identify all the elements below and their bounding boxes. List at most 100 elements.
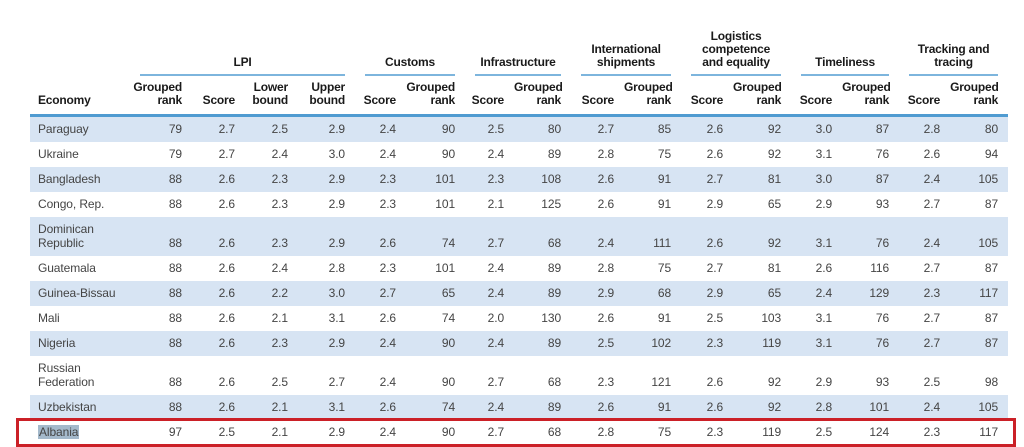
- value-cell: 2.8: [597, 147, 615, 161]
- value-cell: 2.4: [379, 336, 397, 350]
- economy-cell: Mali: [30, 306, 130, 331]
- value-cell: 2.4: [271, 147, 288, 161]
- value-cell: 79: [168, 147, 182, 161]
- value-cell: 92: [767, 375, 782, 389]
- value-cell: 130: [541, 311, 562, 325]
- value-cell: 93: [875, 197, 890, 211]
- value-cell: 101: [435, 197, 456, 211]
- value-cell: 3.1: [328, 400, 346, 414]
- value-cell: 105: [978, 172, 999, 186]
- value-cell: 2.7: [706, 261, 724, 275]
- value-cell: 2.6: [597, 311, 615, 325]
- value-cell: 2.6: [706, 236, 724, 250]
- value-cell: 2.4: [379, 375, 397, 389]
- value-cell: 2.8: [597, 425, 615, 439]
- value-cell: 2.5: [706, 311, 724, 325]
- value-cell: 108: [541, 172, 562, 186]
- economy-name: Nigeria: [38, 336, 76, 350]
- economy-cell: Dominican Republic: [30, 217, 130, 256]
- value-cell: 2.7: [597, 122, 615, 136]
- value-cell: 2.7: [487, 425, 505, 439]
- value-cell: 88: [168, 286, 182, 300]
- value-cell: 2.4: [815, 286, 833, 300]
- economy-column-header: Economy: [30, 76, 130, 117]
- value-cell: 2.0: [487, 311, 505, 325]
- value-cell: 121: [651, 375, 672, 389]
- economy-name[interactable]: Albania: [38, 425, 80, 439]
- value-cell: 2.9: [328, 236, 346, 250]
- value-cell: 2.5: [815, 425, 833, 439]
- value-cell: 105: [978, 400, 999, 414]
- economy-cell: Guinea-Bissau: [30, 281, 130, 306]
- economy-cell: Guatemala: [30, 256, 130, 281]
- value-cell: 103: [761, 311, 782, 325]
- economy-name: Guatemala: [38, 261, 96, 275]
- table-row: Bangladesh 88 2.6 2.3 2.9 2.3 101 2.3 108 2.6 91 2.…: [30, 167, 1009, 192]
- value-cell: 65: [767, 286, 782, 300]
- value-cell: 87: [875, 172, 890, 186]
- economy-group-spacer: [30, 30, 130, 76]
- value-cell: 2.6: [218, 261, 235, 275]
- value-cell: 2.6: [706, 147, 724, 161]
- column-header: Score: [355, 76, 407, 117]
- value-cell: 87: [984, 311, 999, 325]
- value-cell: 3.1: [815, 311, 833, 325]
- value-cell: 74: [441, 236, 456, 250]
- value-cell: 2.4: [379, 122, 397, 136]
- value-cell: 2.3: [271, 236, 288, 250]
- table-row: Paraguay 79 2.7 2.5 2.9 2.4 90 2.5 80 2.7 85 2.6 92 3…: [30, 115, 1009, 143]
- value-cell: 2.3: [923, 425, 941, 439]
- value-cell: 2.7: [923, 336, 941, 350]
- economy-cell: Bangladesh: [30, 167, 130, 192]
- value-cell: 2.9: [597, 286, 615, 300]
- group-header: Customs: [355, 30, 465, 76]
- value-cell: 2.6: [923, 147, 941, 161]
- value-cell: 2.7: [218, 122, 235, 136]
- value-cell: 2.6: [815, 261, 833, 275]
- value-cell: 87: [984, 261, 999, 275]
- value-cell: 117: [979, 286, 999, 300]
- value-cell: 88: [168, 400, 182, 414]
- value-cell: 2.9: [328, 197, 346, 211]
- value-cell: 2.5: [218, 425, 235, 439]
- value-cell: 101: [435, 172, 456, 186]
- value-cell: 2.1: [271, 400, 288, 414]
- value-cell: 125: [541, 197, 562, 211]
- value-cell: 119: [762, 425, 782, 439]
- table-row: Guinea-Bissau 88 2.6 2.2 3.0 2.7 65 2.4 89 2.9 68 2…: [30, 281, 1009, 306]
- value-cell: 76: [875, 236, 890, 250]
- column-header-row: Economy Grouped rank Score Lower bound Uppe…: [30, 76, 1009, 117]
- value-cell: 3.0: [328, 147, 346, 161]
- value-cell: 2.4: [487, 261, 505, 275]
- value-cell: 2.7: [487, 375, 505, 389]
- value-cell: 90: [441, 122, 456, 136]
- table-row: Nigeria 88 2.6 2.3 2.9 2.4 90 2.4 89 2.5 102 2.3 119…: [30, 331, 1009, 356]
- value-cell: 74: [441, 400, 456, 414]
- value-cell: 2.3: [487, 172, 505, 186]
- value-cell: 2.3: [706, 336, 724, 350]
- value-cell: 2.9: [328, 336, 346, 350]
- lpi-table: LPI Customs Infrastructure International sh…: [30, 30, 1009, 445]
- value-cell: 2.3: [379, 261, 397, 275]
- value-cell: 92: [767, 400, 782, 414]
- column-header: Score: [192, 76, 245, 117]
- value-cell: 111: [653, 236, 672, 250]
- column-header: Grouped rank: [842, 76, 900, 117]
- value-cell: 2.9: [328, 122, 346, 136]
- value-cell: 2.5: [597, 336, 615, 350]
- value-cell: 80: [984, 122, 999, 136]
- value-cell: 2.6: [218, 197, 235, 211]
- value-cell: 102: [651, 336, 672, 350]
- value-cell: 2.1: [271, 425, 288, 439]
- economy-cell: Ukraine: [30, 142, 130, 167]
- column-header: Grouped rank: [950, 76, 1009, 117]
- value-cell: 2.6: [597, 197, 615, 211]
- economy-cell: Paraguay: [30, 116, 130, 143]
- value-cell: 2.6: [706, 375, 724, 389]
- value-cell: 88: [168, 236, 182, 250]
- column-header: Grouped rank: [130, 76, 192, 117]
- value-cell: 2.4: [923, 172, 941, 186]
- value-cell: 91: [657, 400, 672, 414]
- value-cell: 2.7: [487, 236, 505, 250]
- table-row: Mali 88 2.6 2.1 3.1 2.6 74 2.0 130 2.6 91 2.5 103 3.1…: [30, 306, 1008, 331]
